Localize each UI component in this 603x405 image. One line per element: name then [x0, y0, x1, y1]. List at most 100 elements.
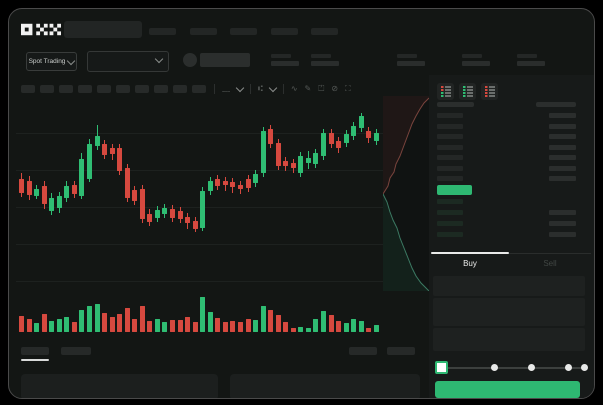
camera-icon[interactable]: ⏍	[318, 83, 325, 93]
timeframe-placeholder[interactable]	[40, 85, 54, 93]
pair-selector-dropdown[interactable]	[87, 51, 169, 72]
orderbook-asks-icon[interactable]	[481, 83, 498, 100]
bid-amount-placeholder[interactable]	[549, 221, 576, 226]
active-tab-indicator	[21, 359, 49, 361]
volume-bar	[41, 314, 47, 332]
tabs-divider	[431, 253, 591, 254]
last-price-badge[interactable]	[437, 185, 472, 195]
ask-amount-placeholder[interactable]	[549, 176, 576, 181]
timeframe-placeholder[interactable]	[78, 85, 92, 93]
candlestick-chart[interactable]	[16, 101, 386, 291]
candle-body	[192, 221, 198, 229]
line-tool-icon[interactable]: ∿	[290, 84, 298, 93]
order-price-field[interactable]	[433, 276, 585, 296]
timeframe-placeholder[interactable]	[135, 85, 149, 93]
candle-body	[185, 217, 191, 223]
indicators-icon[interactable]: ﹏	[222, 84, 230, 93]
stat-value-placeholder	[517, 61, 545, 66]
nav-item-placeholder[interactable]	[189, 28, 217, 35]
timeframe-placeholder[interactable]	[21, 85, 35, 93]
bid-price-placeholder[interactable]	[437, 210, 463, 215]
stat-value-placeholder	[311, 61, 339, 66]
ask-price-placeholder[interactable]	[437, 165, 463, 171]
volume-bar	[71, 322, 77, 332]
slider-dot-100[interactable]	[581, 364, 588, 371]
ask-price-placeholder[interactable]	[437, 176, 463, 181]
bid-amount-placeholder[interactable]	[549, 232, 576, 237]
timeframe-placeholder[interactable]	[192, 85, 206, 93]
draw-tool-icon[interactable]: ✎	[304, 84, 312, 93]
candle-body	[373, 133, 379, 141]
volume-bar	[86, 306, 92, 332]
fullscreen-icon[interactable]: ⛶	[345, 83, 351, 93]
candle-body	[321, 133, 326, 156]
slider-dot-25[interactable]	[491, 364, 498, 371]
bottom-action-placeholder[interactable]	[349, 347, 377, 355]
candle-body	[275, 143, 281, 166]
nav-item-placeholder[interactable]	[149, 28, 176, 35]
ask-price-placeholder[interactable]	[437, 134, 463, 139]
ask-amount-placeholder[interactable]	[549, 155, 576, 160]
nav-item-placeholder[interactable]	[311, 28, 338, 35]
slider-dot-50[interactable]	[528, 364, 535, 371]
candle-body	[298, 156, 304, 173]
bid-price-placeholder[interactable]	[437, 199, 463, 204]
ask-price-placeholder[interactable]	[437, 123, 463, 129]
nav-item-placeholder[interactable]	[270, 28, 298, 35]
volume-bar	[132, 319, 138, 332]
order-amount-field[interactable]	[433, 298, 585, 326]
bid-price-placeholder[interactable]	[437, 221, 463, 226]
bottom-tab-active[interactable]	[21, 347, 49, 355]
search-input[interactable]	[64, 21, 142, 38]
slider-handle[interactable]	[435, 361, 448, 374]
ask-price-placeholder[interactable]	[437, 113, 463, 118]
orderbook-combined-icon[interactable]	[437, 83, 454, 100]
ask-amount-placeholder[interactable]	[549, 165, 576, 171]
bottom-action-placeholder[interactable]	[387, 347, 415, 355]
divider	[282, 83, 284, 94]
volume-bar	[260, 306, 266, 332]
volume-bar	[170, 320, 175, 332]
divider	[250, 83, 251, 94]
bid-amount-placeholder[interactable]	[549, 210, 576, 215]
amount-slider[interactable]	[439, 367, 587, 369]
timeframe-placeholder[interactable]	[97, 85, 111, 93]
candle-body	[132, 190, 138, 201]
nav-item-placeholder[interactable]	[230, 28, 257, 35]
bid-price-placeholder[interactable]	[437, 232, 463, 237]
ask-amount-placeholder[interactable]	[549, 113, 576, 118]
display-mode-icon[interactable]: ⑆	[258, 84, 263, 93]
orderbook-bids-icon[interactable]	[459, 83, 476, 100]
slider-dot-75[interactable]	[565, 364, 572, 371]
timeframe-placeholder[interactable]	[173, 85, 187, 93]
tab-sell[interactable]: Sell	[543, 259, 557, 268]
orderbook-price-header-placeholder	[437, 102, 474, 107]
chevron-down-icon[interactable]	[268, 83, 278, 92]
gridline	[16, 244, 383, 245]
candle-body	[49, 198, 55, 211]
bottom-tab[interactable]	[61, 347, 91, 355]
ask-price-placeholder[interactable]	[437, 155, 463, 160]
candle-body	[283, 161, 289, 166]
candle-body	[268, 129, 274, 144]
candle-body	[328, 133, 334, 144]
chevron-down-icon[interactable]	[235, 83, 245, 92]
ask-amount-placeholder[interactable]	[549, 123, 576, 129]
ask-amount-placeholder[interactable]	[549, 144, 576, 150]
stat-label-placeholder	[462, 54, 482, 58]
ask-amount-placeholder[interactable]	[549, 134, 576, 139]
market-type-selector[interactable]: Spot Trading	[26, 52, 77, 71]
timeframe-placeholder[interactable]	[116, 85, 130, 93]
volume-bar	[154, 319, 160, 332]
candle-body	[313, 153, 319, 164]
volume-bar	[351, 319, 357, 332]
reset-icon[interactable]: ⊘	[331, 84, 339, 93]
candle-body	[109, 148, 115, 154]
buy-submit-button[interactable]	[435, 381, 580, 398]
timeframe-placeholder[interactable]	[59, 85, 73, 93]
ask-price-placeholder[interactable]	[437, 144, 463, 150]
okx-logo[interactable]	[21, 22, 61, 37]
tab-buy[interactable]: Buy	[463, 259, 477, 268]
timeframe-placeholder[interactable]	[154, 85, 168, 93]
order-total-field[interactable]	[433, 328, 585, 351]
